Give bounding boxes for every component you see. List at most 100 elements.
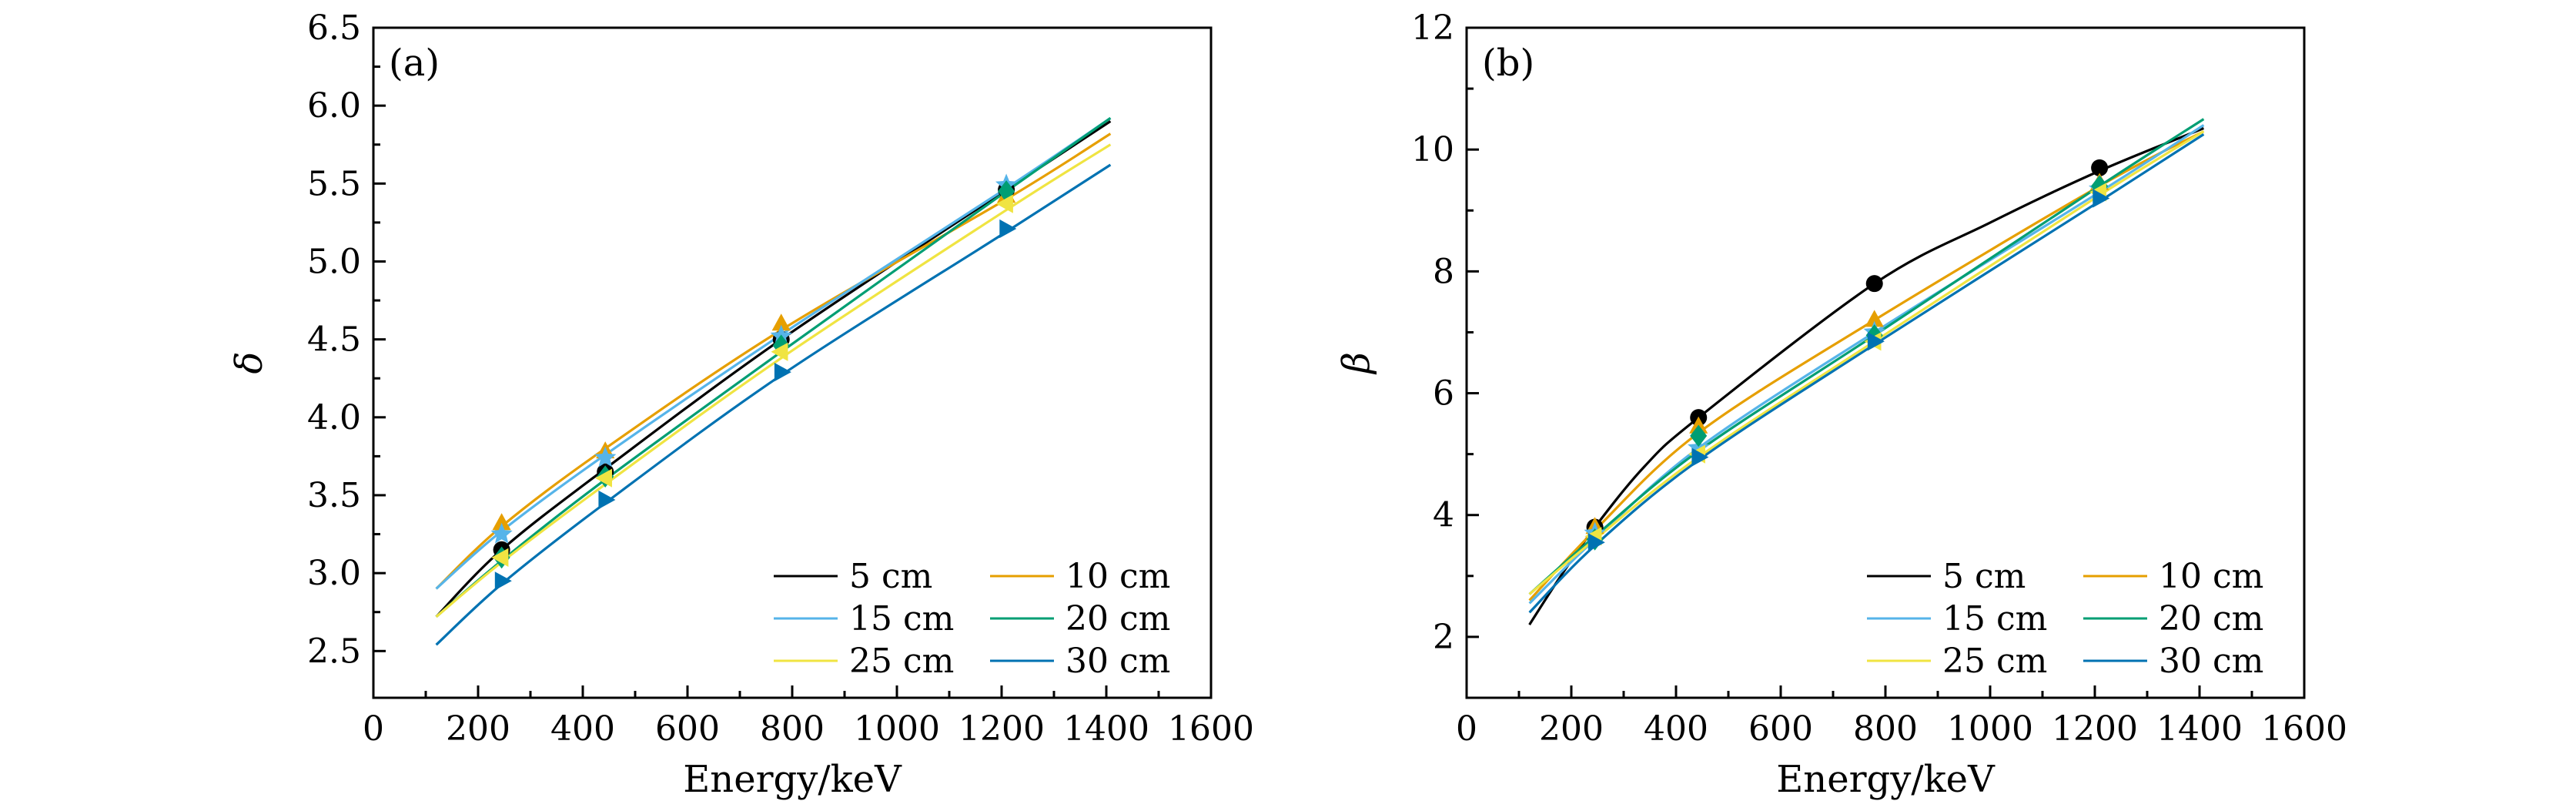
- legend-label-20cm: 20 cm: [1066, 599, 1170, 638]
- data-point-30cm: [1587, 533, 1605, 552]
- data-point-20cm: [1865, 324, 1883, 347]
- data-point-10cm: [771, 313, 791, 331]
- legend-label-30cm: 30 cm: [2159, 642, 2263, 681]
- x-tick-label: 1600: [1168, 709, 1254, 749]
- x-tick-label: 200: [446, 709, 510, 749]
- legend-label-15cm: 15 cm: [849, 599, 954, 638]
- data-point-30cm: [1691, 447, 1709, 467]
- x-tick-label: 1000: [1947, 709, 2033, 749]
- x-axis-ticks: 0 200 400 600 800 1000 1200 1400 1600: [1456, 685, 2347, 749]
- data-point-30cm: [598, 490, 616, 510]
- legend-label-5cm: 5 cm: [1942, 557, 2026, 596]
- data-point-5cm: [2091, 159, 2109, 176]
- y-tick-label: 5.0: [307, 242, 361, 281]
- x-tick-label: 400: [1644, 709, 1708, 749]
- y-tick-label: 5.5: [307, 164, 361, 203]
- data-point-25cm: [771, 342, 788, 361]
- y-tick-label: 3.0: [307, 554, 361, 593]
- legend-label-15cm: 15 cm: [1942, 599, 2047, 638]
- y-tick-label: 4.5: [307, 320, 361, 360]
- legend-entry: 15 cm: [774, 599, 954, 638]
- legend-entry: 25 cm: [1867, 642, 2047, 681]
- data-point-25cm: [995, 194, 1013, 213]
- legend-entry: 5 cm: [1867, 557, 2026, 596]
- x-axis-title: Energy/keV: [1776, 758, 1996, 801]
- data-point-30cm: [774, 363, 791, 382]
- legend-entry: 25 cm: [774, 642, 954, 681]
- legend-label-10cm: 10 cm: [1066, 557, 1170, 596]
- y-axis-ticks: 2.5 3.0 3.5 4.0 4.5 5.0 5.5 6.0 6.5: [307, 8, 386, 671]
- y-tick-label: 2: [1433, 618, 1454, 657]
- data-point-30cm: [999, 219, 1017, 239]
- legend-label-30cm: 30 cm: [1066, 642, 1170, 681]
- series-line-30cm: [435, 163, 1112, 646]
- plot-frame: [372, 26, 1213, 699]
- legend-entry: 10 cm: [2083, 557, 2263, 596]
- y-tick-label: 6: [1433, 374, 1454, 414]
- y-tick-label: 2.5: [307, 632, 361, 671]
- data-point-15cm: [594, 446, 617, 467]
- y-tick-label: 10: [1411, 130, 1454, 169]
- x-tick-label: 600: [655, 709, 720, 749]
- x-tick-label: 1000: [854, 709, 940, 749]
- panel-a: 0 200 400 600 800 1000 1200 1400 1600 2.5 3.0 3.5 4…: [228, 8, 1254, 801]
- y-tick-label: 8: [1433, 252, 1454, 291]
- data-point-30cm: [2093, 189, 2110, 208]
- x-tick-label: 800: [1853, 709, 1918, 749]
- y-tick-label: 12: [1411, 8, 1454, 48]
- legend-entry: 30 cm: [2083, 642, 2263, 681]
- legend-entry: 20 cm: [990, 599, 1170, 638]
- x-tick-label: 1400: [2156, 709, 2243, 749]
- x-tick-label: 1200: [958, 709, 1045, 749]
- data-point-15cm: [490, 522, 513, 544]
- data-point-30cm: [494, 571, 512, 591]
- y-tick-label: 4: [1433, 496, 1454, 535]
- x-tick-label: 1600: [2261, 709, 2347, 749]
- legend-entry: 5 cm: [774, 557, 932, 596]
- x-tick-label: 800: [760, 709, 825, 749]
- y-axis-title: δ: [228, 352, 271, 374]
- legend-label-5cm: 5 cm: [849, 557, 932, 596]
- y-tick-label: 4.0: [307, 398, 361, 437]
- x-tick-label: 600: [1748, 709, 1813, 749]
- y-axis-ticks: 2 4 6 8 10 12: [1411, 8, 1479, 657]
- y-axis-title: β: [1335, 352, 1378, 375]
- x-tick-label: 1400: [1063, 709, 1149, 749]
- legend: 5 cm 10 cm 15 cm 20 cm 25 cm 30 cm: [1867, 557, 2263, 681]
- data-point-5cm: [1865, 275, 1883, 293]
- legend-entry: 15 cm: [1867, 599, 2047, 638]
- legend-label-20cm: 20 cm: [2159, 599, 2263, 638]
- x-tick-label: 1200: [2052, 709, 2138, 749]
- data-point-25cm: [595, 468, 612, 488]
- y-tick-label: 6.5: [307, 8, 361, 48]
- y-tick-label: 6.0: [307, 86, 361, 126]
- panel-b: 0 200 400 600 800 1000 1200 1400 1600 2 4 6 8 10 12 (…: [1335, 8, 2347, 801]
- legend: 5 cm 10 cm 15 cm 20 cm 25 cm 30 cm: [774, 557, 1170, 681]
- x-tick-label: 0: [1456, 709, 1477, 749]
- x-tick-label: 200: [1539, 709, 1604, 749]
- x-tick-label: 0: [363, 709, 384, 749]
- legend-entry: 20 cm: [2083, 599, 2263, 638]
- data-point-30cm: [1867, 332, 1885, 351]
- panel-label: (b): [1482, 42, 1534, 85]
- data-point-20cm: [1690, 424, 1708, 447]
- plot-frame: [1465, 26, 2306, 699]
- data-point-20cm: [998, 180, 1015, 203]
- series-markers: [490, 173, 1018, 591]
- data-point-10cm: [1865, 310, 1884, 327]
- data-point-15cm: [1688, 436, 1710, 457]
- panel-label: (a): [389, 42, 440, 85]
- legend-label-25cm: 25 cm: [1942, 642, 2047, 681]
- x-axis-title: Energy/keV: [683, 758, 902, 801]
- legend-label-10cm: 10 cm: [2159, 557, 2263, 596]
- y-tick-label: 3.5: [307, 476, 361, 515]
- x-tick-label: 400: [550, 709, 615, 749]
- data-point-10cm: [492, 513, 511, 531]
- legend-entry: 30 cm: [990, 642, 1170, 681]
- legend-label-25cm: 25 cm: [849, 642, 954, 681]
- series-line-5cm: [1528, 127, 2205, 625]
- data-point-25cm: [491, 548, 509, 567]
- series-line-30cm: [1528, 133, 2205, 614]
- legend-entry: 10 cm: [990, 557, 1170, 596]
